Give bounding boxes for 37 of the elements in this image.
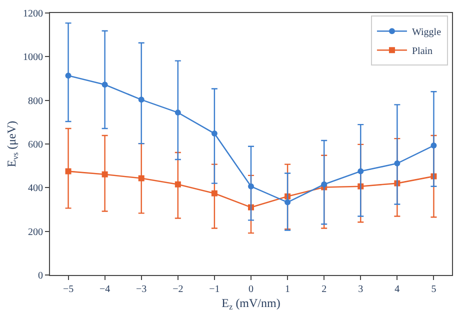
y-tick-label: 400 xyxy=(28,183,43,194)
point xyxy=(248,183,254,190)
point xyxy=(211,190,218,196)
y-tick-label: 600 xyxy=(28,140,43,150)
point xyxy=(138,96,144,103)
point xyxy=(138,175,144,182)
x-tick-label: 1 xyxy=(285,284,290,295)
point xyxy=(65,168,72,174)
point xyxy=(284,199,291,206)
point xyxy=(102,171,108,178)
x-tick-label: −1 xyxy=(209,284,220,295)
point xyxy=(65,72,72,79)
x-axis-title: E$_{z}$ (mV/nm) xyxy=(222,296,280,312)
point xyxy=(174,181,181,188)
x-tick-label: 2 xyxy=(322,284,327,295)
y-tick-label: 1200 xyxy=(23,8,43,20)
point xyxy=(358,168,364,174)
x-tick-label: 4 xyxy=(394,284,400,295)
point xyxy=(102,82,108,88)
x-tick-label: 3 xyxy=(358,284,364,295)
legend-label: Wiggle xyxy=(412,27,442,38)
x-tick-label: −5 xyxy=(62,284,74,295)
point xyxy=(430,142,437,149)
point xyxy=(394,160,400,166)
x-tick-label: 0 xyxy=(248,284,254,295)
x-tick-label: −3 xyxy=(136,284,147,295)
y-tick-label: 1000 xyxy=(23,52,43,64)
point xyxy=(211,130,218,137)
y-tick-label: 0 xyxy=(38,270,43,282)
x-tick-label: 5 xyxy=(431,284,436,295)
x-tick-label: −2 xyxy=(172,284,184,295)
point xyxy=(321,181,328,188)
y-tick-label: 200 xyxy=(28,226,43,238)
point xyxy=(174,110,181,116)
y-tick-label: 800 xyxy=(28,96,43,107)
x-tick-label: −4 xyxy=(100,284,110,295)
legend-label: Plain xyxy=(412,46,433,58)
